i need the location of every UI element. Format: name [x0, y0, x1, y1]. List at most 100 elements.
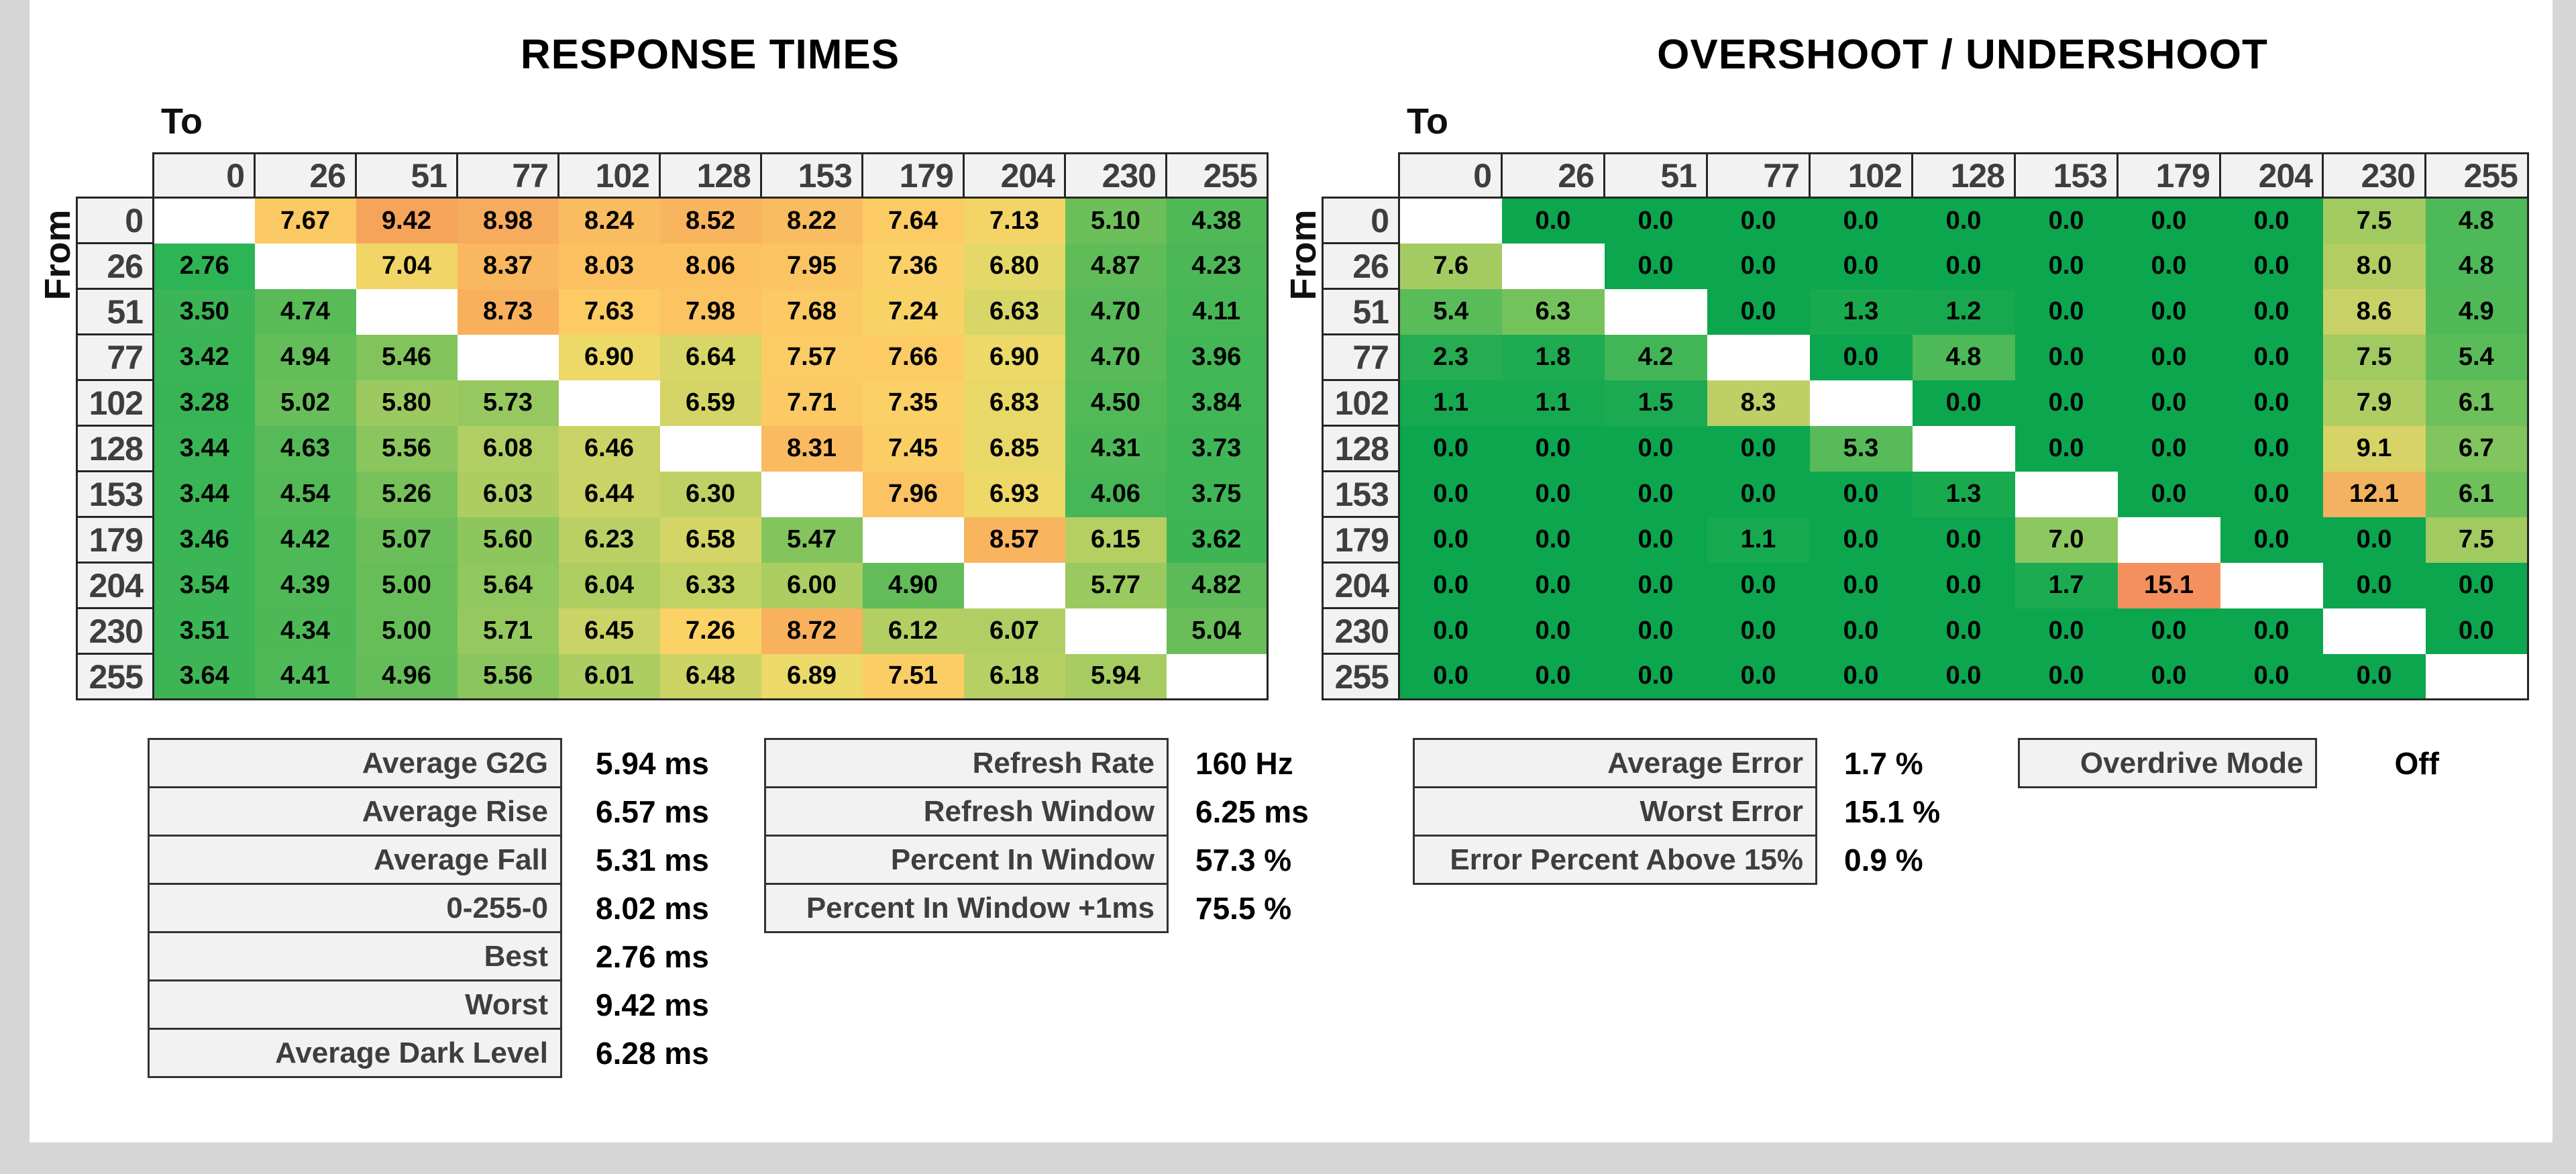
heatmap-cell: 5.94: [1065, 653, 1167, 700]
heatmap-cell: 0.0: [2117, 425, 2220, 472]
heatmap-diagonal-cell: [963, 562, 1065, 608]
heatmap-cell: 0.0: [1809, 653, 1913, 700]
heatmap-cell: 0.0: [2220, 471, 2323, 517]
heatmap-cell: 6.85: [963, 425, 1065, 472]
heatmap-cell: 0.0: [1809, 197, 1913, 244]
heatmap-col-header: 102: [557, 152, 661, 199]
heatmap-cell: 6.45: [558, 608, 660, 654]
heatmap-col-header: 153: [2014, 152, 2118, 199]
heatmap-diagonal-cell: [153, 197, 255, 244]
to-axis-label-right: To: [1407, 101, 1448, 142]
heatmap-cell: 3.28: [153, 380, 255, 426]
heatmap-cell: 0.0: [2117, 288, 2220, 335]
heatmap-cell: 0.0: [1912, 197, 2015, 244]
heatmap-cell: 3.46: [153, 517, 255, 563]
heatmap-cell: 7.63: [558, 288, 660, 335]
heatmap-cell: 4.9: [2425, 288, 2529, 335]
error-summary-table: Average Error 1.7 % Worst Error 15.1 % Error…: [1413, 738, 2099, 885]
heatmap-cell: 8.06: [659, 243, 761, 289]
heatmap-diagonal-cell: [1912, 425, 2015, 472]
summary-row: Refresh Window 6.25 ms: [764, 786, 1450, 837]
heatmap-cell: 0.0: [1809, 334, 1913, 380]
heatmap-cell: 6.58: [659, 517, 761, 563]
heatmap-diagonal-cell: [761, 471, 863, 517]
heatmap-cell: 0.0: [1604, 653, 1707, 700]
summary-label: Percent In Window +1ms: [764, 883, 1169, 933]
summary-row: Average Error 1.7 %: [1413, 738, 2098, 788]
heatmap-cell: 5.00: [356, 562, 458, 608]
heatmap-row-header: 128: [76, 425, 154, 472]
heatmap-cell: 0.0: [1707, 608, 1810, 654]
heatmap-cell: 4.96: [356, 653, 458, 700]
heatmap-cell: 8.03: [558, 243, 660, 289]
summary-value: 1.7 %: [1844, 745, 1923, 781]
heatmap-cell: 4.42: [254, 517, 356, 563]
heatmap-row-header: 77: [1322, 333, 1400, 381]
heatmap-col-header: 0: [1398, 152, 1503, 199]
heatmap-cell: 2.76: [153, 243, 255, 289]
heatmap-cell: 0.0: [1912, 653, 2015, 700]
heatmap-cell: 0.0: [2322, 517, 2426, 563]
heatmap-cell: 0.0: [1501, 608, 1605, 654]
heatmap-cell: 5.4: [1399, 288, 1502, 335]
heatmap-cell: 3.42: [153, 334, 255, 380]
heatmap-row-header: 0: [76, 197, 154, 244]
heatmap-cell: 0.0: [2322, 562, 2426, 608]
heatmap-cell: 0.0: [2117, 653, 2220, 700]
heatmap-cell: 0.0: [1707, 425, 1810, 472]
heatmap-cell: 0.0: [2220, 425, 2323, 472]
heatmap-cell: 4.87: [1065, 243, 1167, 289]
heatmap-cell: 1.1: [1707, 517, 1810, 563]
heatmap-cell: 6.64: [659, 334, 761, 380]
heatmap-cell: 8.72: [761, 608, 863, 654]
heatmap-cell: 0.0: [1501, 471, 1605, 517]
heatmap-cell: 3.51: [153, 608, 255, 654]
heatmap-cell: 4.31: [1065, 425, 1167, 472]
heatmap-cell: 0.0: [1707, 197, 1810, 244]
from-axis-label-right: From: [1283, 209, 1324, 301]
heatmap-cell: 3.44: [153, 471, 255, 517]
heatmap-cell: 5.60: [457, 517, 559, 563]
heatmap-cell: 8.3: [1707, 380, 1810, 426]
heatmap-cell: 8.37: [457, 243, 559, 289]
summary-label: Worst Error: [1413, 786, 1817, 837]
heatmap-cell: 5.4: [2425, 334, 2529, 380]
heatmap-cell: 6.23: [558, 517, 660, 563]
heatmap-diagonal-cell: [1166, 653, 1269, 700]
heatmap-diagonal-cell: [1809, 380, 1913, 426]
heatmap-cell: 3.44: [153, 425, 255, 472]
heatmap-row-header: 204: [1322, 562, 1400, 609]
summary-label: Worst: [148, 979, 562, 1030]
heatmap-row-header: 77: [76, 333, 154, 381]
heatmap-diagonal-cell: [457, 334, 559, 380]
heatmap-diagonal-cell: [1065, 608, 1167, 654]
heatmap-cell: 7.13: [963, 197, 1065, 244]
heatmap-cell: 3.64: [153, 653, 255, 700]
heatmap-cell: 1.5: [1604, 380, 1707, 426]
heatmap-cell: 0.0: [2015, 653, 2118, 700]
summary-row: Overdrive Mode Off: [2017, 738, 2576, 788]
heatmap-cell: 6.90: [963, 334, 1065, 380]
heatmap-cell: 6.59: [659, 380, 761, 426]
heatmap-col-header: 26: [254, 152, 357, 199]
overdrive-mode-table: Overdrive Mode Off: [2017, 738, 2576, 788]
summary-row: Worst 9.42 ms: [148, 979, 843, 1030]
heatmap-cell: 7.6: [1399, 243, 1502, 289]
heatmap-cell: 1.8: [1501, 334, 1605, 380]
heatmap-cell: 7.98: [659, 288, 761, 335]
heatmap-cell: 8.6: [2322, 288, 2426, 335]
overshoot-undershoot-title: OVERSHOOT / UNDERSHOOT: [1657, 32, 2268, 78]
heatmap-cell: 7.66: [862, 334, 964, 380]
heatmap-cell: 4.82: [1166, 562, 1269, 608]
heatmap-cell: 0.0: [2117, 608, 2220, 654]
summary-value: 5.94 ms: [596, 745, 709, 781]
heatmap-cell: 4.54: [254, 471, 356, 517]
heatmap-cell: 4.2: [1604, 334, 1707, 380]
heatmap-row-header: 0: [1322, 197, 1400, 244]
heatmap-row-header: 102: [1322, 379, 1400, 427]
heatmap-cell: 0.0: [1399, 471, 1502, 517]
heatmap-row-header: 255: [1322, 653, 1400, 700]
heatmap-cell: 5.10: [1065, 197, 1167, 244]
heatmap-cell: 5.3: [1809, 425, 1913, 472]
heatmap-cell: 6.04: [558, 562, 660, 608]
